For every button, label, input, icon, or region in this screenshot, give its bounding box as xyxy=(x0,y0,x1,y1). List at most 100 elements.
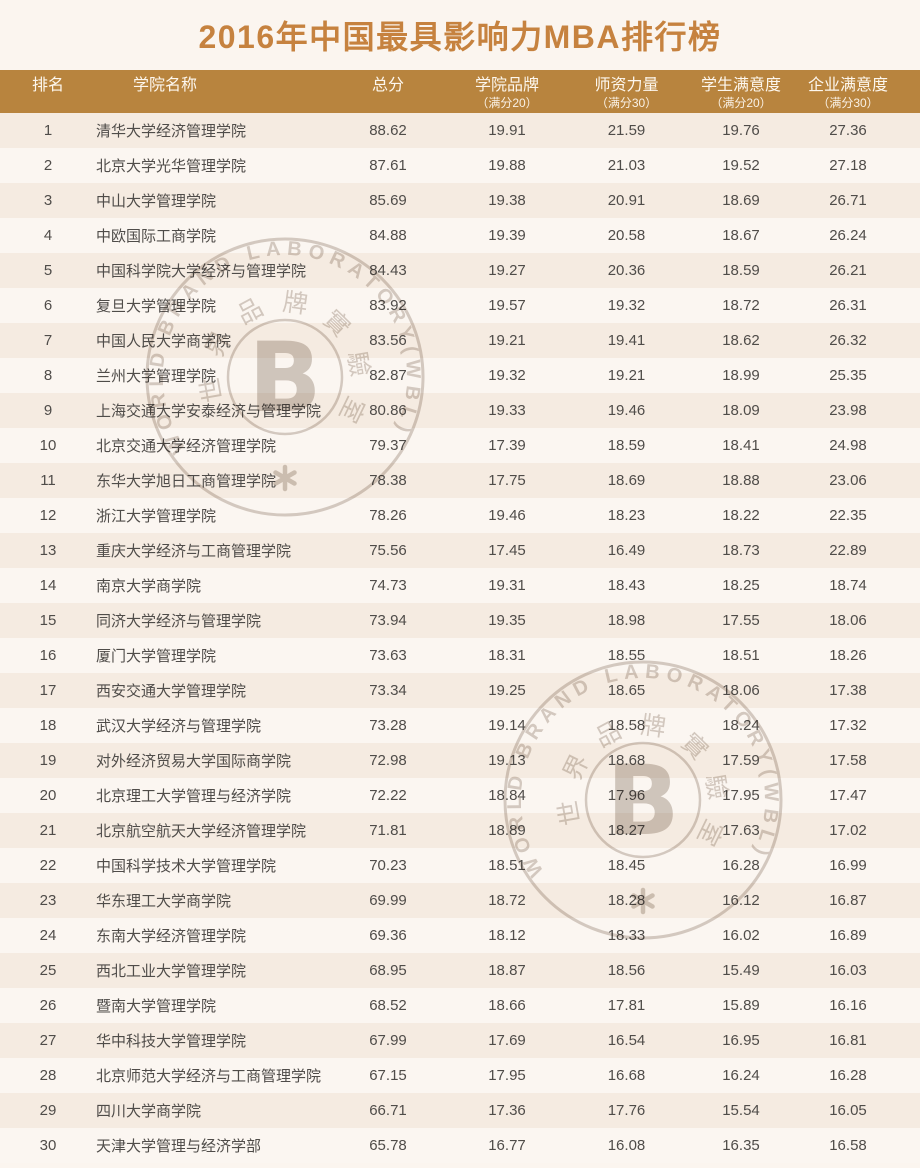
column-label-faculty-score: 师资力量 xyxy=(594,77,659,94)
student-satisfaction-cell: 18.69 xyxy=(722,192,760,209)
school-name-cell: 西北工业大学管理学院 xyxy=(96,963,247,980)
faculty-score-cell: 18.27 xyxy=(607,822,646,839)
enterprise-satisfaction-cell: 26.71 xyxy=(829,192,867,209)
table-row: 3 中山大学管理学院 85.69 19.38 20.91 18.69 26.71 xyxy=(0,183,920,218)
faculty-score-cell: 21.59 xyxy=(607,122,646,139)
brand-score-cell: 17.69 xyxy=(488,1032,526,1049)
rank-cell: 13 xyxy=(39,542,57,559)
column-header-faculty-score: 师资力量 （满分30） xyxy=(566,70,687,113)
rank-cell: 4 xyxy=(43,227,53,244)
table-row: 2 北京大学光华管理学院 87.61 19.88 21.03 19.52 27.… xyxy=(0,148,920,183)
total-score-cell: 67.99 xyxy=(369,1032,407,1049)
faculty-score-cell: 21.03 xyxy=(607,157,646,174)
student-satisfaction-cell: 16.24 xyxy=(722,1067,760,1084)
faculty-score-cell: 16.54 xyxy=(607,1032,646,1049)
student-satisfaction-cell: 18.06 xyxy=(722,682,760,699)
total-score-cell: 65.78 xyxy=(369,1137,407,1154)
school-name-cell: 华中科技大学管理学院 xyxy=(96,1033,247,1050)
faculty-score-cell: 18.28 xyxy=(607,892,646,909)
student-satisfaction-cell: 19.52 xyxy=(722,157,760,174)
rank-cell: 9 xyxy=(43,402,53,419)
student-satisfaction-cell: 18.25 xyxy=(722,577,760,594)
rank-cell: 23 xyxy=(39,892,57,909)
student-satisfaction-cell: 18.09 xyxy=(722,402,760,419)
rank-cell: 22 xyxy=(39,857,57,874)
rank-cell: 1 xyxy=(43,122,53,139)
total-score-cell: 84.43 xyxy=(369,262,407,279)
student-satisfaction-cell: 17.95 xyxy=(722,787,760,804)
school-name-cell: 中欧国际工商学院 xyxy=(96,228,217,245)
total-score-cell: 69.99 xyxy=(369,892,407,909)
column-sublabel-enterprise-satisfaction: （满分30） xyxy=(817,96,879,110)
total-score-cell: 83.92 xyxy=(369,297,407,314)
faculty-score-cell: 18.43 xyxy=(607,577,646,594)
rank-cell: 24 xyxy=(39,927,57,944)
faculty-score-cell: 18.23 xyxy=(607,507,646,524)
brand-score-cell: 19.27 xyxy=(488,262,526,279)
faculty-score-cell: 20.58 xyxy=(607,227,646,244)
rank-cell: 25 xyxy=(39,962,57,979)
enterprise-satisfaction-cell: 26.21 xyxy=(829,262,867,279)
rank-cell: 19 xyxy=(39,752,57,769)
school-name-cell: 复旦大学管理学院 xyxy=(96,298,217,315)
table-row: 6 复旦大学管理学院 83.92 19.57 19.32 18.72 26.31 xyxy=(0,288,920,323)
table-row: 12 浙江大学管理学院 78.26 19.46 18.23 18.22 22.3… xyxy=(0,498,920,533)
school-name-cell: 厦门大学管理学院 xyxy=(96,648,217,665)
school-name-cell: 同济大学经济与管理学院 xyxy=(96,613,262,630)
student-satisfaction-cell: 18.73 xyxy=(722,542,760,559)
table-row: 8 兰州大学管理学院 82.87 19.32 19.21 18.99 25.35 xyxy=(0,358,920,393)
brand-score-cell: 19.13 xyxy=(488,752,526,769)
column-label-total-score: 总分 xyxy=(371,77,404,94)
title-bar: 2016年中国最具影响力MBA排行榜 xyxy=(0,0,920,70)
enterprise-satisfaction-cell: 16.99 xyxy=(829,857,867,874)
total-score-cell: 82.87 xyxy=(369,367,407,384)
student-satisfaction-cell: 18.88 xyxy=(722,472,760,489)
student-satisfaction-cell: 17.55 xyxy=(722,612,760,629)
faculty-score-cell: 16.49 xyxy=(607,542,646,559)
brand-score-cell: 18.66 xyxy=(488,997,526,1014)
enterprise-satisfaction-cell: 16.16 xyxy=(829,997,867,1014)
brand-score-cell: 19.25 xyxy=(488,682,526,699)
table-row: 15 同济大学经济与管理学院 73.94 19.35 18.98 17.55 1… xyxy=(0,603,920,638)
school-name-cell: 四川大学商学院 xyxy=(96,1103,202,1120)
faculty-score-cell: 19.46 xyxy=(607,402,646,419)
column-label-brand-score: 学院品牌 xyxy=(474,77,539,94)
total-score-cell: 83.56 xyxy=(369,332,407,349)
student-satisfaction-cell: 18.72 xyxy=(722,297,760,314)
brand-score-cell: 19.31 xyxy=(488,577,526,594)
enterprise-satisfaction-cell: 17.58 xyxy=(829,752,867,769)
total-score-cell: 73.34 xyxy=(369,682,407,699)
table-row: 7 中国人民大学商学院 83.56 19.21 19.41 18.62 26.3… xyxy=(0,323,920,358)
table-row: 24 东南大学经济管理学院 69.36 18.12 18.33 16.02 16… xyxy=(0,918,920,953)
table-row: 21 北京航空航天大学经济管理学院 71.81 18.89 18.27 17.6… xyxy=(0,813,920,848)
rank-cell: 2 xyxy=(43,157,53,174)
column-label-rank: 排名 xyxy=(31,77,64,94)
school-name-cell: 西安交通大学管理学院 xyxy=(96,683,247,700)
faculty-score-cell: 19.41 xyxy=(607,332,646,349)
enterprise-satisfaction-cell: 22.89 xyxy=(829,542,867,559)
enterprise-satisfaction-cell: 26.32 xyxy=(829,332,867,349)
school-name-cell: 北京师范大学经济与工商管理学院 xyxy=(96,1068,322,1085)
student-satisfaction-cell: 15.54 xyxy=(722,1102,760,1119)
school-name-cell: 南京大学商学院 xyxy=(96,578,202,595)
student-satisfaction-cell: 16.28 xyxy=(722,857,760,874)
enterprise-satisfaction-cell: 17.38 xyxy=(829,682,867,699)
school-name-cell: 对外经济贸易大学国际商学院 xyxy=(96,753,292,770)
column-sublabel-student-satisfaction: （满分20） xyxy=(710,96,772,110)
enterprise-satisfaction-cell: 16.28 xyxy=(829,1067,867,1084)
total-score-cell: 87.61 xyxy=(369,157,407,174)
table-row: 11 东华大学旭日工商管理学院 78.38 17.75 18.69 18.88 … xyxy=(0,463,920,498)
rank-cell: 11 xyxy=(40,472,56,489)
brand-score-cell: 19.33 xyxy=(488,402,526,419)
student-satisfaction-cell: 18.62 xyxy=(722,332,760,349)
school-name-cell: 北京航空航天大学经济管理学院 xyxy=(96,823,307,840)
rank-cell: 5 xyxy=(43,262,53,279)
faculty-score-cell: 16.68 xyxy=(607,1067,646,1084)
rank-cell: 6 xyxy=(43,297,53,314)
table-header: 排名 学院名称 总分 学院品牌 （满分20） 师资力量 （满分30） 学生满意度… xyxy=(0,70,920,113)
column-sublabel-brand-score: （满分20） xyxy=(476,96,538,110)
enterprise-satisfaction-cell: 17.02 xyxy=(829,822,867,839)
brand-score-cell: 19.38 xyxy=(488,192,526,209)
rank-cell: 28 xyxy=(39,1067,57,1084)
enterprise-satisfaction-cell: 17.47 xyxy=(829,787,867,804)
